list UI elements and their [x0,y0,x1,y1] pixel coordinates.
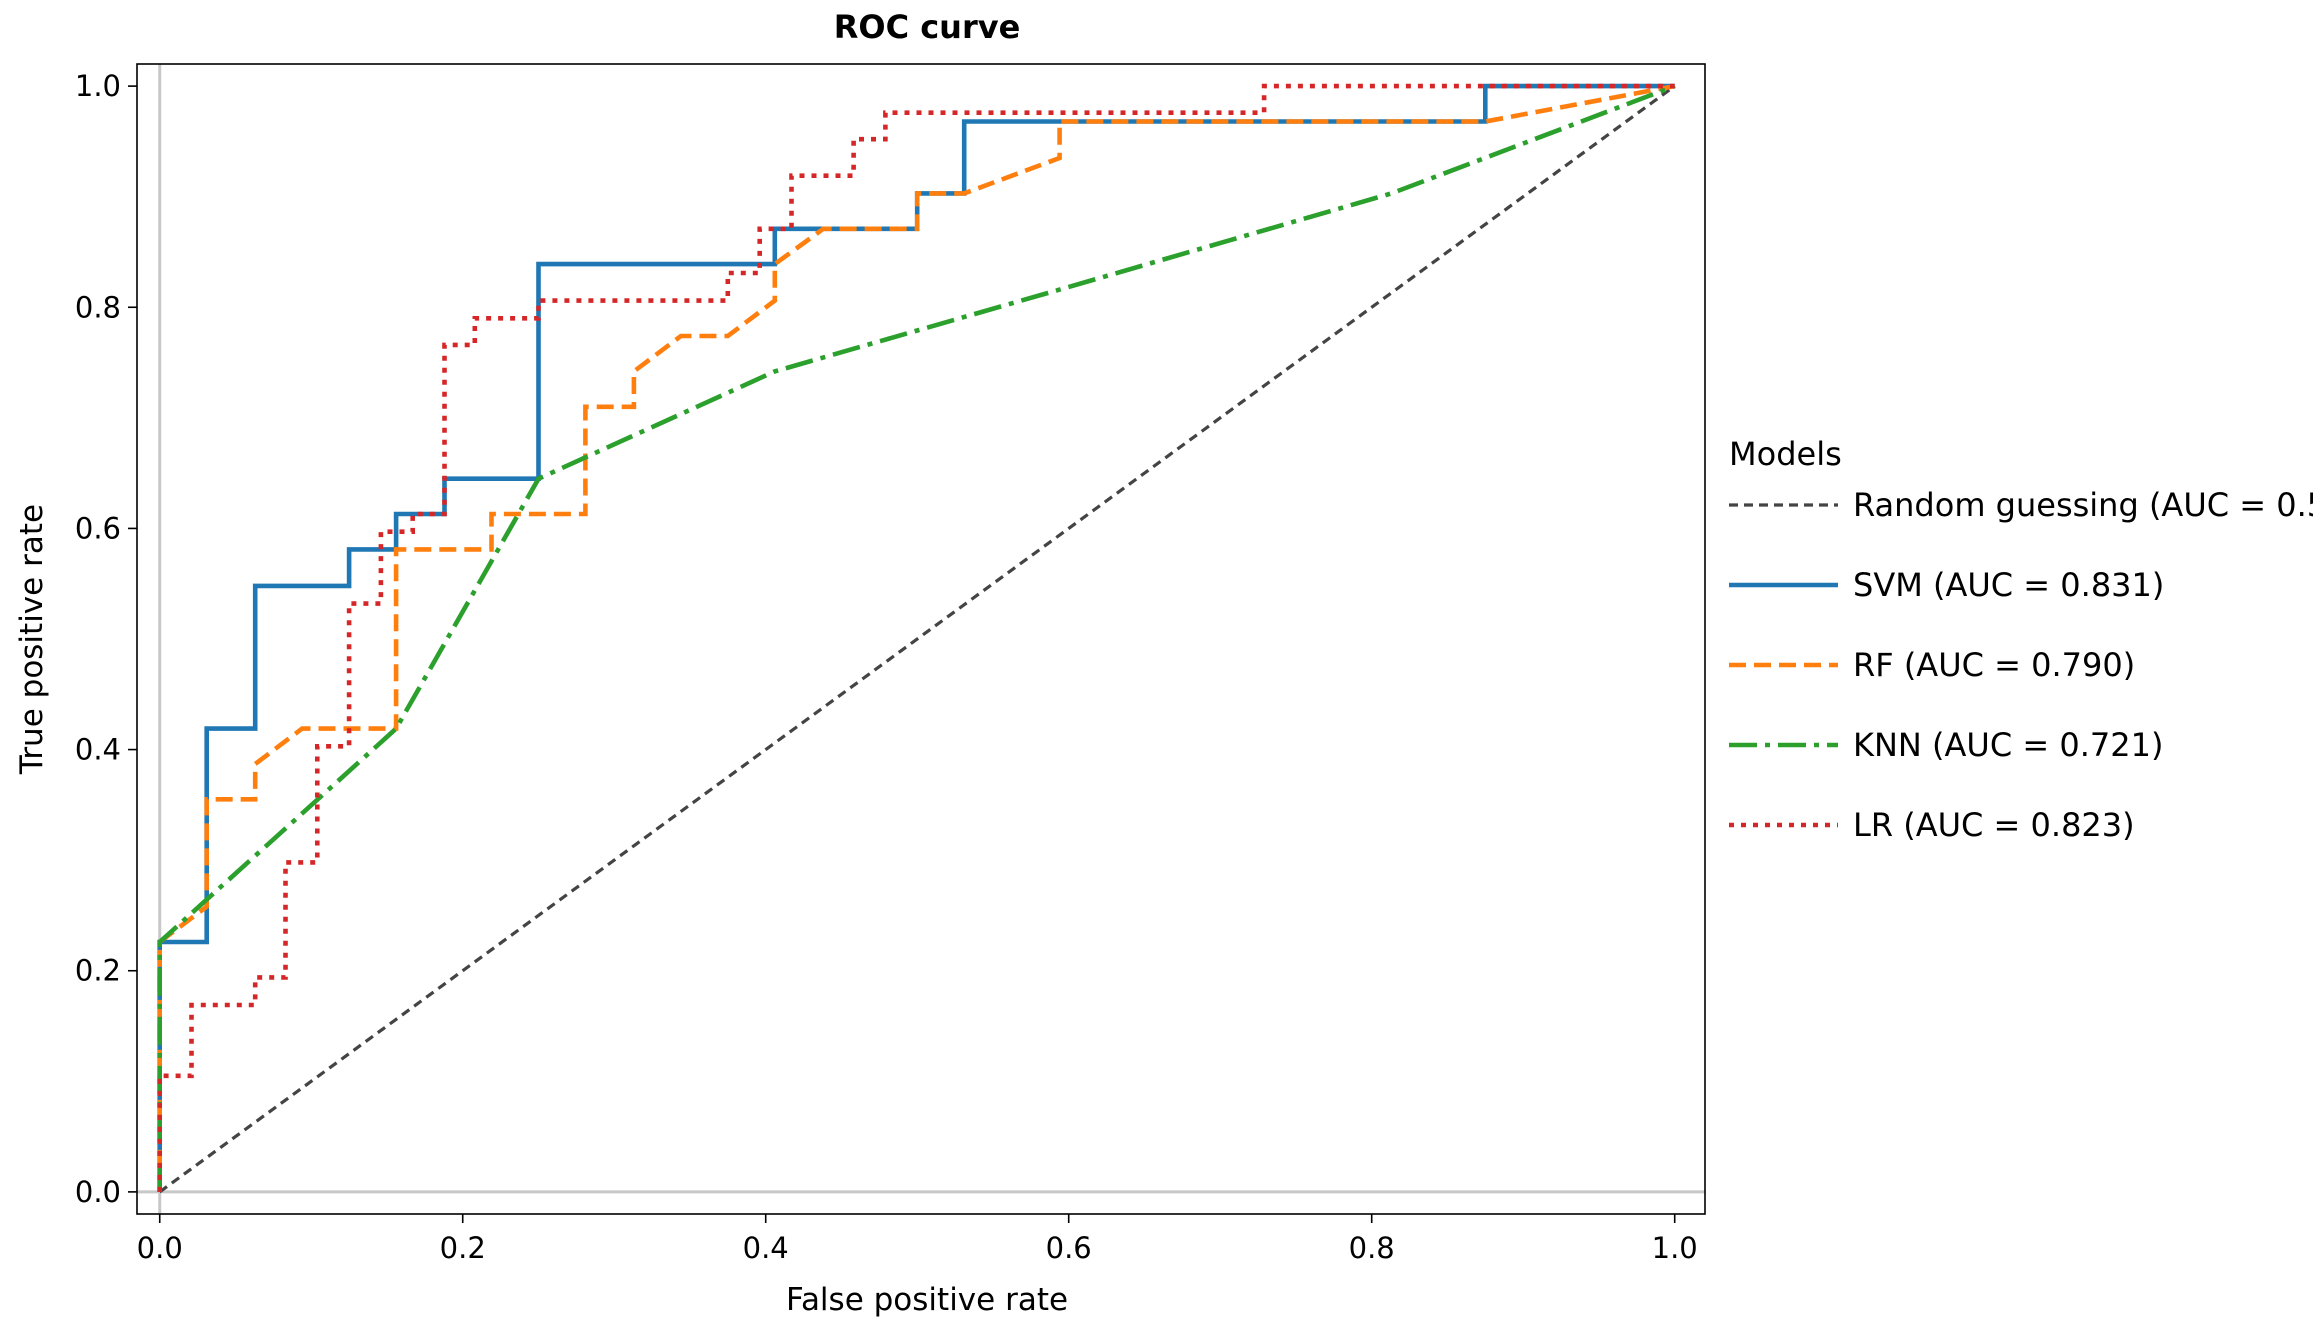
legend-label-knn: KNN (AUC = 0.721) [1853,726,2163,764]
legend-title: Models [1729,435,1842,473]
series-knn-line [157,83,1676,1192]
legend-label-random-guessing: Random guessing (AUC = 0.5) [1853,486,2313,524]
legend-label-rf: RF (AUC = 0.790) [1853,646,2135,684]
y-tick-label: 0.0 [75,1175,121,1209]
x-tick-label: 0.8 [1349,1231,1395,1265]
x-tick-label: 0.6 [1046,1231,1092,1265]
x-tick-label: 0.4 [743,1231,789,1265]
y-axis-label: True positive rate [14,504,50,775]
series-random-guessing-line [158,84,1676,1194]
y-tick-label: 0.2 [75,954,121,988]
y-tick-label: 0.4 [75,733,121,767]
x-axis-label: False positive rate [786,1282,1068,1318]
x-tick-label: 1.0 [1652,1231,1698,1265]
y-tick-label: 0.6 [75,511,121,545]
series-layer [157,83,1676,1194]
chart-title: ROC curve [834,8,1021,46]
legend-label-svm: SVM (AUC = 0.831) [1853,566,2164,604]
y-tick-label: 0.8 [75,290,121,324]
x-tick-label: 0.2 [440,1231,486,1265]
series-rf-line [157,83,1676,1192]
plot-area-frame [136,63,1706,1215]
legend: Models Random guessing (AUC = 0.5) SVM (A… [1729,435,2313,844]
legend-label-lr: LR (AUC = 0.823) [1853,806,2135,844]
y-tick-label: 1.0 [75,69,121,103]
axis-ticks: 0.0 0.2 0.4 0.6 0.8 1.0 0.0 0.2 0.4 0.6 0.8 1.0 [75,69,1698,1265]
x-tick-label: 0.0 [137,1231,183,1265]
series-lr-line [157,83,1675,1192]
